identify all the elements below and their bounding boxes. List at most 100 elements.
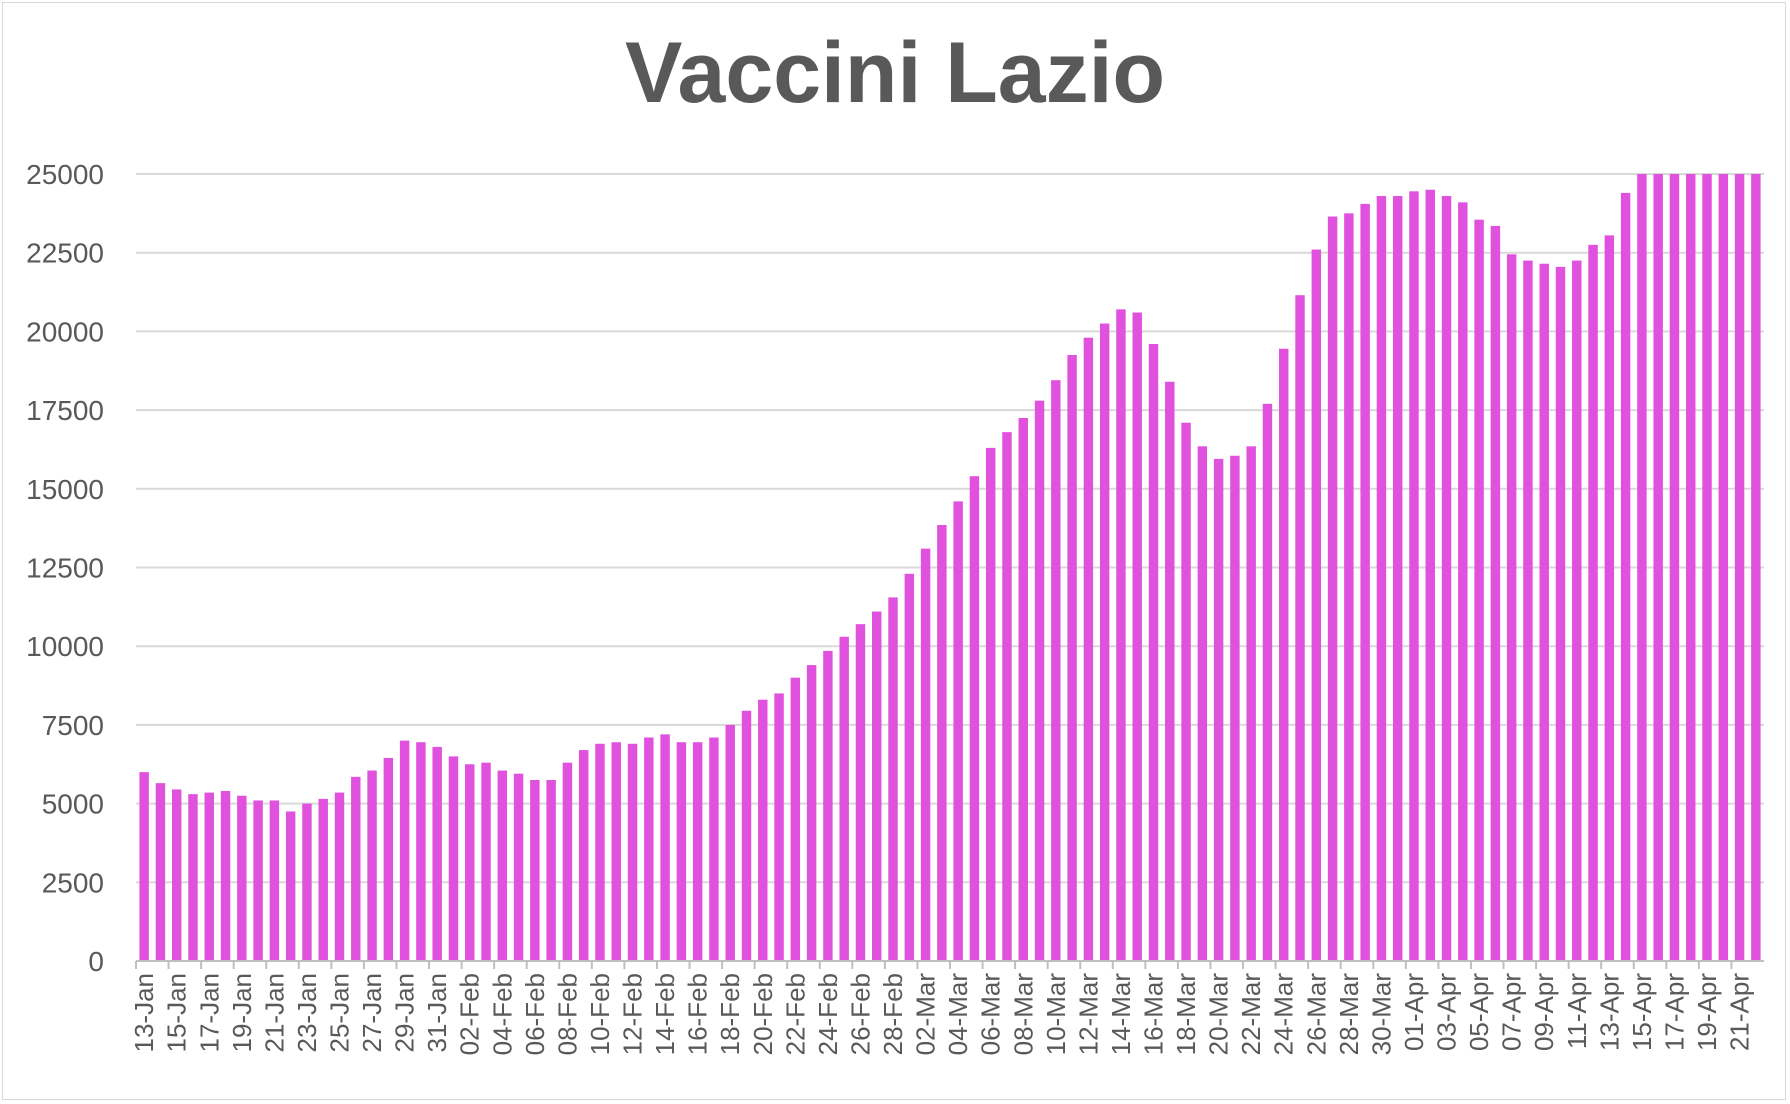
x-tick-label: 06-Feb — [520, 973, 550, 1055]
x-tick-label: 09-Apr — [1529, 973, 1559, 1051]
bar — [1181, 422, 1191, 961]
x-tick-label: 25-Jan — [325, 973, 355, 1053]
bar — [937, 525, 947, 961]
bar — [644, 737, 654, 961]
x-tick-label: 04-Feb — [487, 973, 517, 1055]
x-tick-label: 01-Apr — [1399, 973, 1429, 1051]
bar — [204, 792, 214, 961]
x-tick-label: 18-Mar — [1171, 973, 1201, 1056]
bar — [1311, 249, 1322, 961]
x-tick-label: 07-Apr — [1497, 973, 1527, 1051]
bar — [432, 746, 442, 961]
x-tick-label: 02-Mar — [911, 973, 941, 1056]
bar — [578, 750, 589, 961]
x-tick-label: 28-Mar — [1334, 973, 1364, 1056]
x-tick-label: 29-Jan — [390, 973, 420, 1053]
x-tick-label: 26-Feb — [845, 973, 875, 1055]
bar — [237, 795, 247, 961]
bar — [513, 773, 524, 961]
x-tick-label: 23-Jan — [292, 973, 322, 1053]
bar — [595, 743, 605, 961]
bar — [1539, 263, 1549, 961]
bar — [448, 756, 459, 961]
bar — [399, 740, 410, 961]
x-tick-label: 15-Apr — [1627, 973, 1657, 1051]
x-tick-label: 18-Feb — [715, 973, 745, 1055]
bar — [953, 501, 963, 961]
bar — [660, 734, 670, 961]
bar — [676, 742, 687, 961]
bar — [969, 476, 980, 961]
x-tick-label: 30-Mar — [1366, 973, 1396, 1056]
x-tick-label: 16-Mar — [1139, 973, 1169, 1056]
bar — [1653, 174, 1663, 961]
x-tick-label: 28-Feb — [878, 973, 908, 1055]
x-tick-label: 27-Jan — [357, 973, 387, 1053]
bar — [1360, 203, 1370, 961]
bar — [741, 710, 752, 961]
bar — [611, 742, 621, 961]
bar — [774, 693, 784, 961]
x-tick-label: 14-Feb — [650, 973, 680, 1055]
y-tick-labels: 0 2500 5000 7500 10000 12500 15000 17500 20000 22… — [26, 159, 104, 977]
bar — [481, 762, 491, 961]
bar — [888, 597, 898, 961]
x-tick-label: 02-Feb — [455, 973, 485, 1055]
x-tick-label: 19-Apr — [1692, 973, 1722, 1051]
bar — [1279, 348, 1289, 961]
bar — [1002, 432, 1012, 961]
bar — [1555, 266, 1566, 962]
x-tick-label: 21-Jan — [259, 973, 289, 1053]
x-tick-label: 17-Apr — [1659, 973, 1689, 1051]
bar — [1018, 417, 1028, 962]
x-tick-label: 10-Mar — [1041, 973, 1071, 1056]
bars — [139, 174, 1761, 962]
bar — [1132, 312, 1142, 962]
bar — [1327, 216, 1338, 962]
x-tick-label: 22-Mar — [1236, 973, 1266, 1056]
bar — [1197, 446, 1208, 961]
y-tick-label: 22500 — [26, 238, 104, 269]
y-tick-label: 15000 — [26, 474, 104, 505]
bar — [1409, 191, 1419, 962]
bar — [562, 762, 573, 961]
bar — [1067, 355, 1077, 961]
y-tick-label: 25000 — [26, 159, 104, 190]
bar — [1588, 244, 1598, 961]
bar — [1051, 380, 1061, 962]
bar — [1262, 403, 1273, 962]
bar — [709, 737, 719, 961]
bar — [318, 798, 328, 961]
bar — [1458, 202, 1468, 961]
bar — [285, 811, 296, 961]
bar — [1295, 295, 1305, 961]
bar — [1083, 337, 1094, 961]
y-tick-label: 20000 — [26, 316, 104, 347]
x-tick-label: 04-Mar — [943, 973, 973, 1056]
bar — [416, 742, 426, 961]
bar — [465, 764, 475, 961]
bar — [334, 792, 345, 961]
x-tick-label: 14-Mar — [1106, 973, 1136, 1056]
x-tick-label: 05-Apr — [1464, 973, 1494, 1051]
bar — [1425, 189, 1435, 962]
bar — [302, 803, 312, 961]
bar — [253, 800, 263, 961]
bar — [806, 665, 817, 961]
bar — [171, 789, 182, 961]
bar — [1490, 225, 1501, 961]
bar — [1734, 174, 1745, 961]
bar — [1376, 196, 1387, 961]
bar — [220, 791, 231, 961]
x-tick-label: 08-Mar — [1008, 973, 1038, 1056]
x-tick-label: 17-Jan — [194, 973, 224, 1053]
gridlines — [136, 173, 1764, 884]
x-tick-labels: 13-Jan 15-Jan 17-Jan 19-Jan 21-Jan 23-Jan 25-J… — [129, 973, 1754, 1056]
y-tick-label: 10000 — [26, 631, 104, 662]
x-tick-label: 11-Apr — [1562, 973, 1592, 1049]
y-tick-label: 2500 — [42, 867, 104, 898]
bar — [725, 724, 735, 961]
bar — [1718, 174, 1729, 961]
bar — [1572, 260, 1582, 961]
